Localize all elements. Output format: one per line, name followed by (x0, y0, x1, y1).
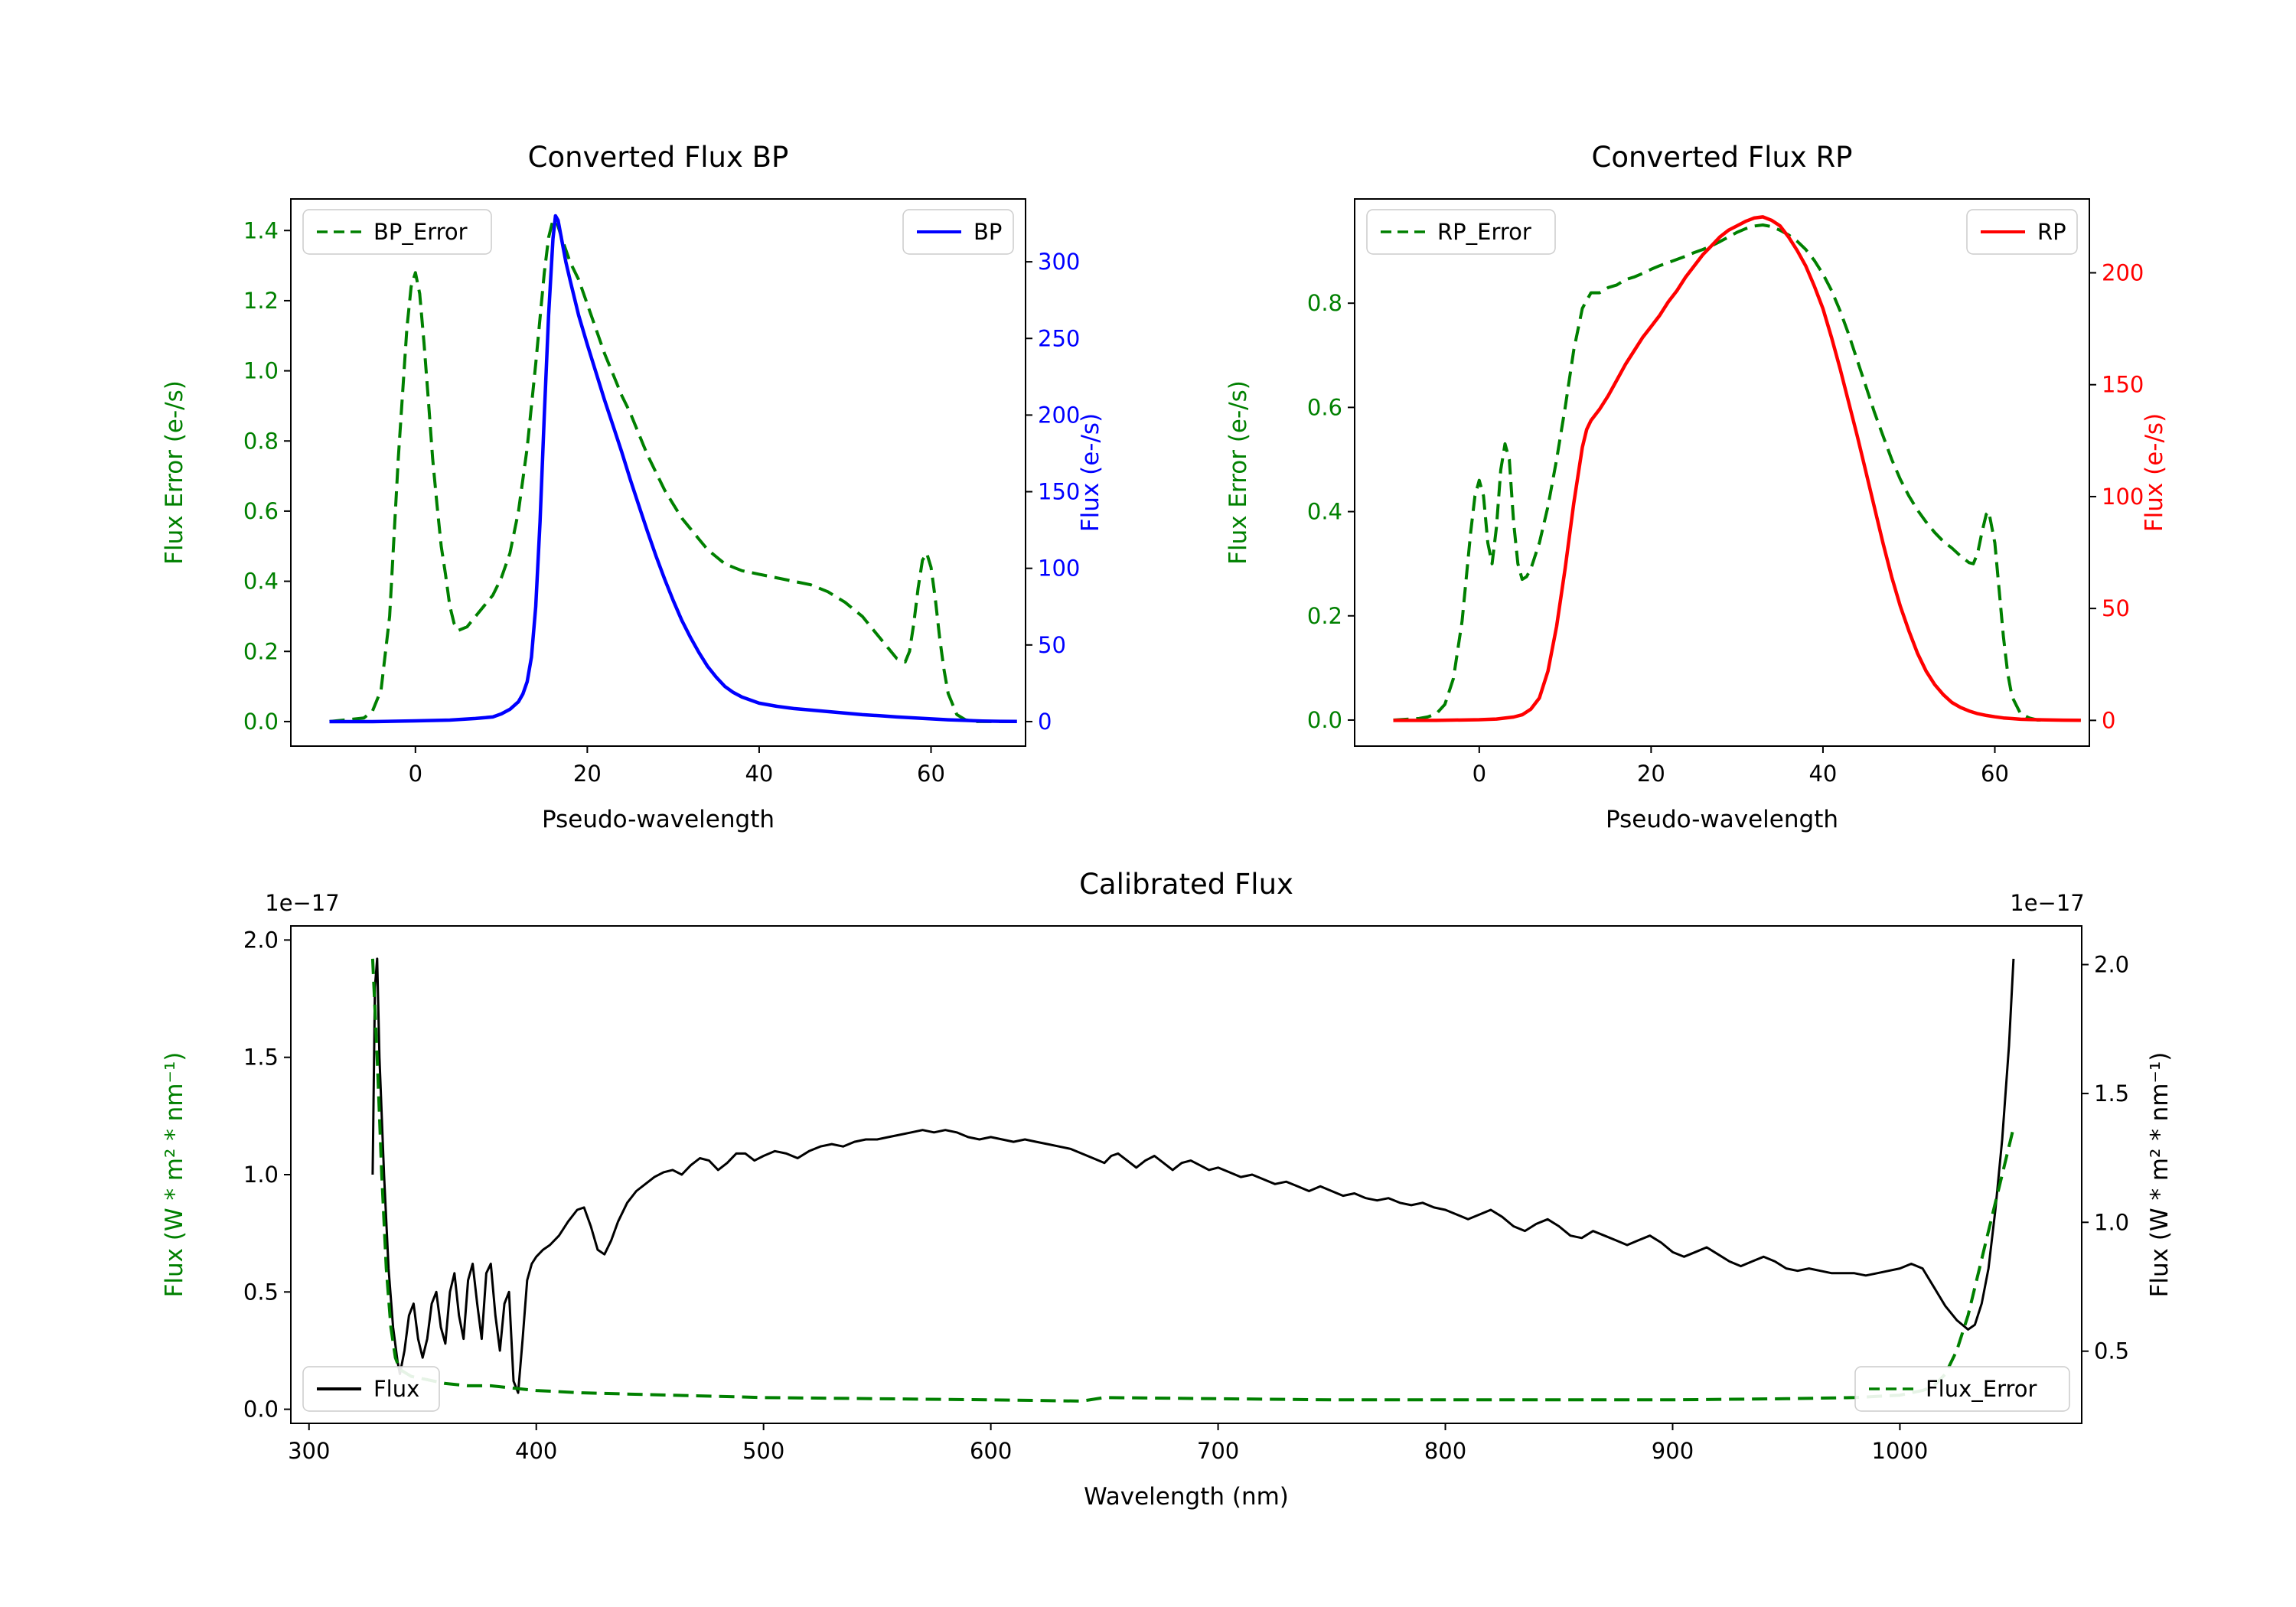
legend-RP_Error: RP_Error (1366, 209, 1556, 255)
y-tick-label-right: 100 (2102, 484, 2144, 510)
chart-converted-flux-bp: 0 20 40 60 0.0 0.2 0.4 0.6 0.8 1.0 1.2 1.4 0 50 100 150… (130, 107, 1133, 849)
cal-axes-frame (290, 925, 2082, 1424)
x-tick-label: 40 (745, 761, 773, 787)
y-tick-label-left: 0.6 (243, 498, 279, 524)
series-line-Flux_Error (370, 958, 2015, 1403)
legend-RP: RP (1966, 209, 2078, 255)
bp-xlabel: Pseudo-wavelength (542, 806, 775, 833)
bp-ylabel-right: Flux (e-/s) (1077, 413, 1104, 532)
y-tick-label-left: 0.2 (1307, 603, 1342, 629)
cal-ylabel-right: Flux (W * m² * nm⁻¹) (2146, 1052, 2174, 1298)
legend-frame (1854, 1366, 2070, 1412)
x-tick-label: 60 (1981, 761, 2009, 787)
x-tick-label: 20 (1637, 761, 1665, 787)
cal-ylabel-left: Flux (W * m² * nm⁻¹) (161, 1052, 188, 1298)
y-tick-label-left: 0.0 (243, 709, 279, 735)
legend-label: Flux_Error (1926, 1376, 2037, 1402)
x-tick-label: 500 (742, 1438, 784, 1464)
legend-frame (302, 1366, 440, 1412)
legend-label: RP (2037, 219, 2066, 245)
x-tick-label: 0 (1473, 761, 1486, 787)
x-tick-label: 400 (515, 1438, 557, 1464)
y-tick-label-left: 0.0 (243, 1397, 279, 1423)
series-line-RP (1393, 215, 2081, 722)
y-tick-label-right: 200 (1038, 402, 1080, 428)
bp-plot-svg: 0 20 40 60 0.0 0.2 0.4 0.6 0.8 1.0 1.2 1.4 0 50 100 150… (161, 141, 1104, 833)
x-tick-label: 700 (1197, 1438, 1239, 1464)
y-tick-label-right: 100 (1038, 556, 1080, 582)
legend-frame (1366, 209, 1556, 255)
chart-converted-flux-rp: 0 20 40 60 0.0 0.2 0.4 0.6 0.8 0 50 100 150 200 Conver… (1194, 107, 2197, 849)
y-tick-label-left: 0.5 (243, 1279, 279, 1305)
y-tick-label-right: 200 (2102, 260, 2144, 286)
series-line-Flux (371, 957, 2015, 1394)
y-tick-label-left: 1.4 (243, 217, 279, 243)
rp-ylabel-right: Flux (e-/s) (2141, 413, 2168, 532)
y-tick-label-left: 0.2 (243, 638, 279, 664)
series-line-BP_Error (329, 218, 1017, 723)
x-tick-label: 600 (970, 1438, 1012, 1464)
series-line-RP_Error (1393, 223, 2081, 722)
y-tick-label-left: 1.0 (243, 1162, 279, 1188)
legend-label: BP_Error (373, 219, 468, 245)
y-tick-label-right: 1.5 (2094, 1081, 2129, 1107)
y-tick-label-right: 0.5 (2094, 1338, 2129, 1364)
y-tick-label-left: 1.0 (243, 358, 279, 384)
rp-title: Converted Flux RP (1591, 141, 1852, 174)
y-tick-label-left: 0.8 (243, 428, 279, 454)
rp-ylabel-left: Flux Error (e-/s) (1225, 380, 1252, 565)
x-tick-label: 900 (1652, 1438, 1694, 1464)
legend-Flux_Error: Flux_Error (1854, 1366, 2070, 1412)
y-tick-label-left: 1.5 (243, 1045, 279, 1071)
y-tick-label-left: 0.0 (1307, 707, 1342, 733)
bp-ylabel-left: Flux Error (e-/s) (161, 380, 188, 565)
x-tick-label: 0 (409, 761, 422, 787)
y-tick-label-right: 0 (2102, 707, 2115, 733)
y-tick-label-right: 2.0 (2094, 952, 2129, 978)
y-tick-label-right: 150 (1038, 479, 1080, 505)
x-tick-label: 40 (1808, 761, 1837, 787)
offset-text-right: 1e−17 (2010, 890, 2085, 916)
cal-xlabel: Wavelength (nm) (1084, 1483, 1289, 1511)
y-tick-label-right: 250 (1038, 325, 1080, 351)
x-tick-label: 1000 (1872, 1438, 1929, 1464)
rp-xlabel: Pseudo-wavelength (1606, 806, 1838, 833)
chart-calibrated-flux: 300 400 500 600 700 800 900 1000 0.0 0.5 1.0 1.5 2.0… (130, 849, 2227, 1538)
x-tick-label: 300 (288, 1438, 330, 1464)
y-tick-label-right: 0 (1038, 709, 1052, 735)
y-tick-label-left: 2.0 (243, 927, 279, 953)
legend-BP: BP (902, 209, 1014, 255)
legend-BP_Error: BP_Error (302, 209, 492, 255)
y-tick-label-left: 0.4 (243, 569, 279, 595)
legend-Flux: Flux (302, 1366, 440, 1412)
bp-axes-frame (290, 198, 1026, 747)
x-tick-label: 60 (917, 761, 945, 787)
y-tick-label-left: 0.8 (1307, 290, 1342, 316)
legend-label: RP_Error (1437, 219, 1531, 245)
rp-axes-frame (1354, 198, 2090, 747)
y-tick-label-left: 0.6 (1307, 394, 1342, 420)
legend-label: BP (974, 219, 1002, 245)
y-tick-label-right: 50 (1038, 632, 1066, 658)
offset-text-left: 1e−17 (265, 890, 340, 916)
legend-label: Flux (373, 1376, 419, 1402)
y-tick-label-right: 300 (1038, 249, 1080, 275)
y-tick-label-right: 150 (2102, 372, 2144, 398)
rp-plot-svg: 0 20 40 60 0.0 0.2 0.4 0.6 0.8 0 50 100 150 200 Conver… (1225, 141, 2168, 833)
bp-title: Converted Flux BP (528, 141, 789, 174)
legend-frame (302, 209, 492, 255)
cal-title: Calibrated Flux (1079, 868, 1293, 901)
x-tick-label: 800 (1424, 1438, 1466, 1464)
y-tick-label-right: 50 (2102, 595, 2130, 621)
y-tick-label-left: 0.4 (1307, 499, 1342, 525)
series-line-BP (329, 214, 1017, 724)
x-tick-label: 20 (573, 761, 602, 787)
y-tick-label-left: 1.2 (243, 288, 279, 314)
cal-plot-svg: 300 400 500 600 700 800 900 1000 0.0 0.5 1.0 1.5 2.0… (161, 868, 2174, 1511)
y-tick-label-right: 1.0 (2094, 1209, 2129, 1235)
